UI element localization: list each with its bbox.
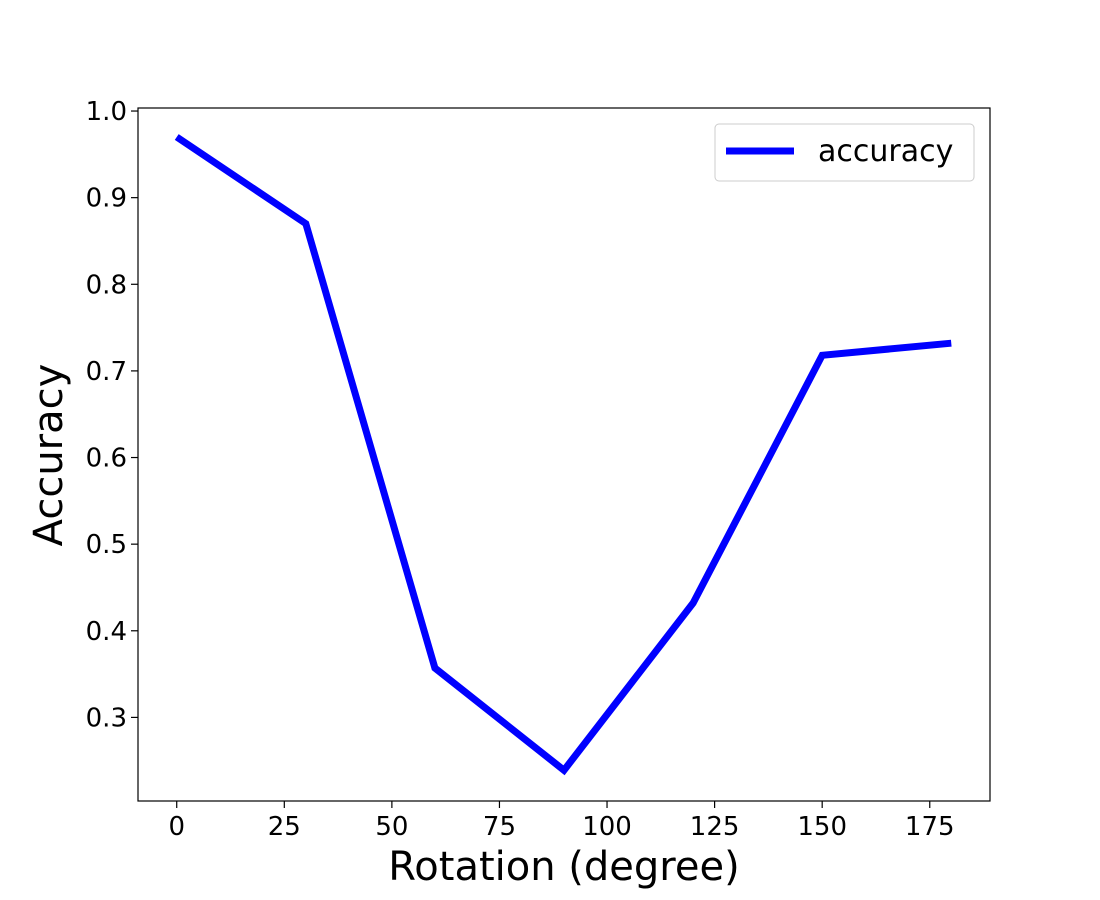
- y-tick-label: 0.3: [86, 703, 127, 733]
- plot-area: [138, 108, 990, 801]
- legend-label: accuracy: [818, 134, 953, 169]
- x-tick-label: 75: [483, 812, 516, 842]
- y-tick-label: 0.9: [86, 184, 127, 214]
- x-axis-ticks: 0 25 50 75 100 125 150 175: [168, 801, 955, 842]
- x-tick-label: 150: [797, 812, 847, 842]
- y-tick-label: 0.6: [86, 444, 127, 474]
- y-tick-label: 0.8: [86, 270, 127, 300]
- y-tick-label: 0.5: [86, 530, 127, 560]
- x-tick-label: 50: [375, 812, 408, 842]
- y-tick-label: 0.4: [86, 617, 127, 647]
- y-axis-ticks: 0.3 0.4 0.5 0.6 0.7 0.8 0.9 1.0: [86, 97, 138, 733]
- x-tick-label: 0: [168, 812, 185, 842]
- legend-box: [714, 123, 975, 182]
- y-axis-title: Accuracy: [26, 364, 72, 547]
- y-tick-label: 1.0: [86, 97, 127, 127]
- x-tick-label: 175: [905, 812, 955, 842]
- series-line-accuracy: [174, 134, 952, 776]
- series-layer: [174, 134, 952, 776]
- x-tick-label: 125: [690, 812, 740, 842]
- x-tick-label: 25: [268, 812, 301, 842]
- x-tick-label: 100: [582, 812, 632, 842]
- legend: accuracy: [714, 123, 975, 182]
- plot-frame: [137, 107, 991, 802]
- x-axis-title: Rotation (degree): [388, 844, 739, 890]
- y-tick-label: 0.7: [86, 357, 127, 387]
